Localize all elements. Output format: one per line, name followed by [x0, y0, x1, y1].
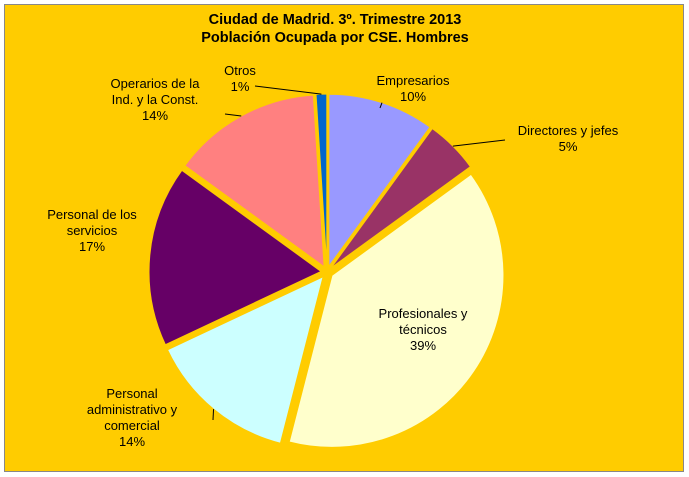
pie-slice: [148, 169, 323, 346]
pie-slice: [330, 127, 472, 269]
slice-label: Profesionales y técnicos: [379, 306, 468, 337]
chart-subtitle: Población Ocupada por CSE. Hombres: [201, 30, 469, 46]
pie-slice: [166, 275, 324, 444]
leader-line: [379, 102, 383, 109]
slice-value-label: 5%: [559, 139, 578, 154]
slice-value-label: 14%: [142, 108, 168, 123]
slice-label: Operarios de la Ind. y la Const.: [111, 76, 201, 107]
leader-line: [224, 113, 242, 117]
slice-value-label: 14%: [119, 434, 145, 449]
leader-line: [452, 139, 506, 147]
slice-value-label: 10%: [400, 89, 426, 104]
leader-line: [212, 409, 215, 421]
leader-line: [254, 85, 322, 95]
slice-value-label: 1%: [231, 79, 250, 94]
slice-label: Empresarios: [377, 73, 450, 88]
slice-label: Otros: [224, 63, 256, 78]
pie-slice: [184, 94, 325, 268]
slice-label: Personal administrativo y comercial: [87, 386, 178, 433]
pie-slice: [315, 93, 328, 267]
slice-label: Personal de los servicios: [47, 207, 137, 238]
pie-slice: [288, 173, 505, 448]
slice-label: Directores y jefes: [518, 123, 619, 138]
chart-title: Ciudad de Madrid. 3º. Trimestre 2013: [209, 12, 462, 28]
slice-value-label: 39%: [410, 338, 436, 353]
slice-value-label: 17%: [79, 239, 105, 254]
